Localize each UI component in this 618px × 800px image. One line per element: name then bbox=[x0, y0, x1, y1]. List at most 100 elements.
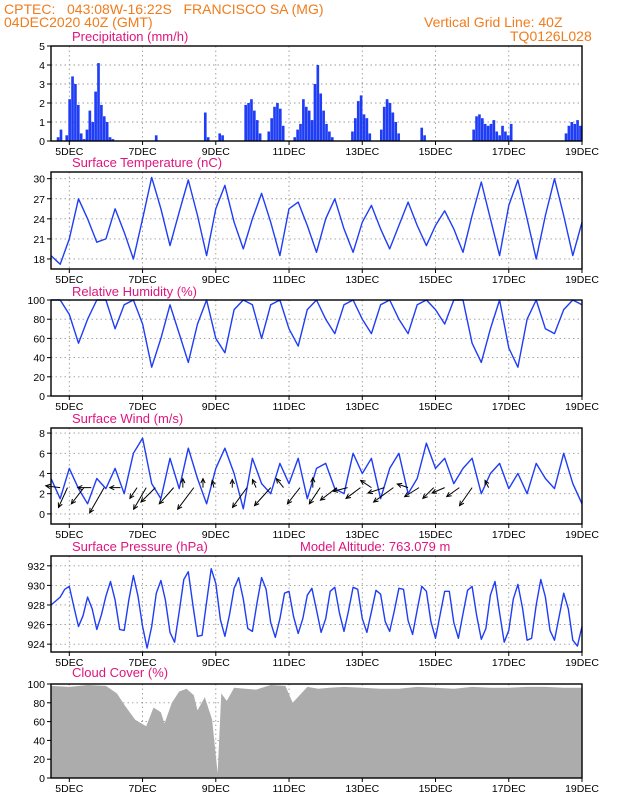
x-tick-label: 7DEC bbox=[129, 146, 157, 158]
x-tick-label: 17DEC bbox=[492, 274, 526, 286]
y-tick-label: 40 bbox=[33, 735, 45, 747]
wind-arrow-head bbox=[403, 492, 410, 498]
precip-bar bbox=[253, 110, 256, 141]
precip-bar bbox=[385, 99, 389, 141]
wind-arrow-head bbox=[251, 478, 257, 485]
precip-bar bbox=[564, 133, 568, 141]
x-tick-label: 13DEC bbox=[345, 657, 379, 669]
precip-bar bbox=[91, 122, 95, 141]
precip-bar bbox=[475, 116, 478, 141]
y-tick-label: 60 bbox=[33, 717, 45, 729]
series-line bbox=[50, 568, 583, 649]
wind-arrow-shaft bbox=[431, 487, 445, 494]
y-tick-label: 2 bbox=[39, 489, 45, 501]
y-tick-label: 8 bbox=[39, 428, 45, 440]
precip-bar bbox=[71, 76, 74, 141]
panel-title: Surface Wind (m/s) bbox=[72, 411, 183, 426]
x-tick-label: 19DEC bbox=[565, 146, 599, 158]
wind-arrow-shaft bbox=[252, 479, 257, 488]
wind-arrow-head bbox=[108, 484, 115, 491]
precip-bar bbox=[299, 123, 302, 141]
panel-frame bbox=[50, 427, 583, 525]
x-tick-label: 9DEC bbox=[202, 401, 230, 413]
x-tick-label: 9DEC bbox=[202, 146, 230, 158]
precip-bar bbox=[391, 112, 395, 141]
y-tick-label: 928 bbox=[27, 600, 45, 612]
x-tick-label: 15DEC bbox=[419, 146, 453, 158]
wind-arrow-shaft bbox=[422, 487, 435, 499]
precip-bar bbox=[278, 108, 282, 141]
precip-bar bbox=[111, 139, 115, 141]
wind-arrow-head bbox=[275, 477, 282, 484]
precip-bar bbox=[394, 122, 398, 141]
header-grid-note: Vertical Grid Line: 40Z bbox=[424, 14, 563, 30]
wind-arrow-head bbox=[308, 498, 314, 505]
precip-bar bbox=[316, 65, 320, 141]
x-tick-label: 13DEC bbox=[345, 529, 379, 541]
panel-frame bbox=[50, 555, 583, 653]
y-tick-label: 4 bbox=[39, 60, 45, 72]
header-model-id: TQ0126L028 bbox=[510, 28, 592, 44]
precip-bar bbox=[221, 135, 224, 141]
y-tick-label: 4 bbox=[39, 468, 45, 480]
x-tick-label: 19DEC bbox=[565, 529, 599, 541]
x-tick-label: 17DEC bbox=[492, 657, 526, 669]
precip-bar bbox=[319, 93, 323, 141]
x-tick-label: 7DEC bbox=[129, 529, 157, 541]
precip-bar bbox=[270, 118, 273, 141]
y-tick-label: 0 bbox=[39, 509, 45, 521]
wind-arrow-head bbox=[129, 493, 135, 500]
wind-arrow-head bbox=[176, 504, 183, 511]
precip-bar bbox=[495, 131, 499, 141]
y-tick-label: 924 bbox=[27, 639, 45, 651]
precip-bar bbox=[397, 133, 400, 141]
y-tick-label: 1 bbox=[39, 117, 45, 129]
precip-bar bbox=[351, 131, 354, 141]
panel-1: 0 1 2 3 4 5 5DEC 7DEC 9DEC 11DEC 13DEC 15DEC 17DEC 19… bbox=[39, 29, 599, 158]
x-tick-label: 7DEC bbox=[129, 401, 157, 413]
y-tick-label: 100 bbox=[27, 679, 45, 691]
wind-arrow-head bbox=[57, 502, 63, 509]
x-tick-label: 15DEC bbox=[419, 657, 453, 669]
y-tick-label: 80 bbox=[33, 314, 45, 326]
wind-arrow-head bbox=[70, 498, 77, 505]
wind-arrow-head bbox=[133, 504, 139, 511]
x-tick-label: 5DEC bbox=[55, 146, 83, 158]
wind-arrow-head bbox=[319, 495, 326, 501]
wind-arrow-head bbox=[422, 493, 428, 500]
precip-bar bbox=[368, 133, 372, 141]
wind-arrow-shaft bbox=[177, 487, 195, 510]
x-tick-label: 15DEC bbox=[419, 401, 453, 413]
precip-bar bbox=[489, 123, 493, 141]
panel-3: 0 20 40 60 80 100 5DEC 7DEC 9DEC 11DEC 13DEC 15DEC 1… bbox=[27, 284, 599, 413]
precip-bar bbox=[576, 120, 579, 141]
series-line bbox=[50, 176, 583, 265]
x-tick-label: 11DEC bbox=[272, 529, 305, 541]
precip-bar bbox=[313, 84, 317, 141]
precip-bar bbox=[379, 129, 383, 141]
precip-bar bbox=[480, 118, 484, 141]
precip-bar bbox=[506, 135, 510, 141]
wind-arrow-head bbox=[89, 507, 95, 514]
precip-bar bbox=[359, 95, 363, 141]
panel-frame bbox=[50, 299, 583, 397]
precip-bar bbox=[203, 112, 207, 141]
y-tick-label: 5 bbox=[39, 41, 45, 53]
precip-bar bbox=[501, 125, 504, 141]
wind-arrow-shaft bbox=[446, 487, 460, 498]
precip-bar bbox=[293, 137, 297, 141]
precip-bar bbox=[250, 99, 253, 141]
precip-bar bbox=[74, 84, 77, 141]
panel-6: 0 20 40 60 80 100 5DEC 7DEC 9DEC 11DEC 13DEC 15DEC 1… bbox=[27, 665, 599, 795]
x-tick-label: 19DEC bbox=[565, 401, 599, 413]
precip-bar bbox=[76, 104, 80, 141]
wind-arrow-head bbox=[140, 497, 146, 503]
wind-arrow-shaft bbox=[484, 480, 490, 488]
x-tick-label: 17DEC bbox=[492, 146, 526, 158]
x-tick-label: 5DEC bbox=[55, 783, 83, 795]
precip-bar bbox=[154, 135, 158, 141]
precip-bar bbox=[244, 104, 248, 141]
precip-bar bbox=[258, 133, 262, 141]
wind-arrow-head bbox=[76, 484, 83, 491]
wind-arrow-shaft bbox=[397, 483, 409, 489]
